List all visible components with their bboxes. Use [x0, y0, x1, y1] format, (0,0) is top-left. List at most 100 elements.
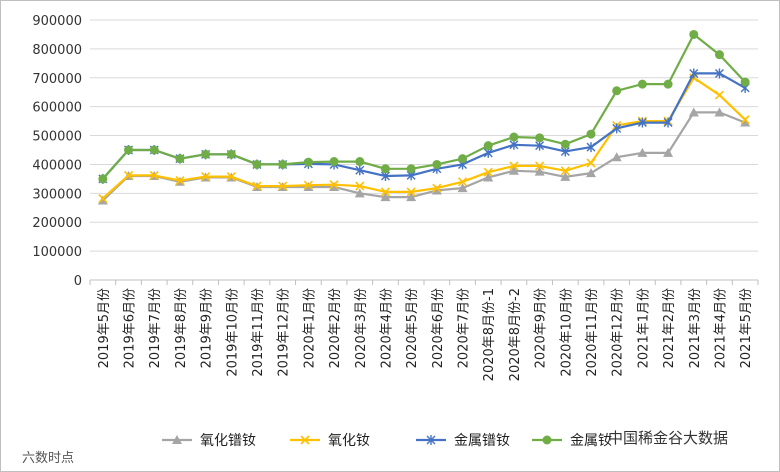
data-point: [714, 90, 725, 100]
data-point: [663, 79, 673, 89]
x-tick-label: 2019年11月份: [251, 288, 266, 377]
data-point: [355, 165, 365, 176]
data-point: [612, 86, 622, 96]
x-tick-label: 2020年8月份-1: [482, 288, 497, 381]
legend-marker: [542, 435, 552, 445]
x-tick-label: 2021年2月份: [662, 288, 677, 368]
x-tick-label: 2019年9月份: [200, 288, 215, 368]
data-point: [149, 145, 159, 155]
data-point: [714, 107, 725, 117]
x-axis-ticks: 2019年5月份 2019年6月份 2019年7月份 2019年8月份 2019年9月份…: [89, 280, 759, 381]
data-point: [535, 161, 545, 171]
x-tick-label: 2020年9月份: [534, 288, 549, 368]
data-point: [406, 164, 416, 174]
data-point: [458, 154, 468, 164]
data-point: [560, 171, 571, 181]
legend-marker: [300, 435, 310, 445]
data-point: [201, 172, 211, 182]
data-point: [252, 181, 262, 191]
data-point: [457, 177, 468, 187]
data-point: [560, 166, 570, 176]
data-point: [586, 168, 596, 178]
x-tick-label: 2020年11月份: [585, 288, 600, 377]
data-point: [509, 161, 519, 171]
x-tick-label: 2020年5月份: [405, 288, 420, 368]
legend: 氧化镨钕 氧化钕 金属镨钕 金属钕: [162, 433, 612, 449]
data-point: [457, 183, 468, 193]
x-tick-label: 2019年12月份: [277, 288, 292, 377]
data-point: [355, 181, 365, 191]
y-tick-label: 400000: [32, 158, 82, 173]
data-point: [406, 187, 416, 197]
data-point: [508, 165, 519, 175]
legend-item: 氧化镨钕: [162, 433, 256, 449]
data-point: [252, 159, 262, 169]
data-point: [354, 188, 365, 198]
legend-label: 金属镨钕: [454, 433, 510, 449]
x-tick-label: 2020年4月份: [379, 288, 394, 368]
data-point: [483, 167, 493, 177]
x-tick-label: 2020年1月份: [302, 288, 317, 368]
data-point: [560, 139, 570, 149]
x-tick-label: 2021年3月份: [688, 288, 703, 368]
x-tick-label: 2020年7月份: [457, 288, 472, 368]
legend-marker: [172, 435, 182, 444]
data-point: [611, 152, 622, 162]
y-tick-label: 900000: [32, 14, 82, 29]
y-tick-label: 700000: [32, 72, 82, 87]
data-point: [98, 193, 108, 204]
watermarks: 六数时点 中国稀金谷大数据: [22, 429, 728, 466]
x-tick-label: 2019年5月份: [97, 288, 112, 368]
data-point: [534, 166, 545, 176]
legend-label: 氧化镨钕: [200, 433, 256, 449]
data-point: [535, 133, 545, 143]
legend-item: 氧化钕: [290, 433, 370, 449]
data-point: [432, 183, 442, 193]
data-point: [483, 172, 494, 182]
data-point: [380, 164, 390, 174]
data-point: [123, 170, 134, 180]
data-point: [432, 159, 442, 169]
watermark-right: 中国稀金谷大数据: [608, 429, 728, 447]
data-point: [740, 115, 750, 125]
data-point: [431, 185, 442, 195]
data-point: [226, 172, 236, 182]
x-tick-label: 2021年5月份: [739, 288, 754, 368]
gridlines: [90, 19, 758, 281]
data-point: [688, 107, 699, 117]
x-tick-label: 2019年10月份: [225, 288, 240, 377]
x-tick-label: 2020年2月份: [328, 288, 343, 368]
x-tick-label: 2019年7月份: [148, 288, 163, 368]
data-point: [303, 180, 313, 190]
data-point: [714, 68, 724, 79]
data-point: [689, 68, 699, 79]
data-point: [98, 174, 108, 184]
x-tick-label: 2020年3月份: [354, 288, 369, 368]
y-tick-label: 100000: [32, 245, 82, 260]
data-point: [380, 187, 391, 197]
data-point: [663, 117, 673, 128]
legend-marker: [426, 435, 436, 445]
x-tick-label: 2019年8月份: [174, 288, 189, 368]
data-point: [226, 149, 236, 159]
data-point: [278, 181, 288, 191]
data-point: [740, 77, 750, 87]
data-point: [637, 147, 648, 157]
data-point: [97, 195, 108, 205]
data-point: [303, 157, 313, 167]
series-2: [98, 73, 750, 204]
series-4: [98, 29, 750, 184]
y-tick-label: 600000: [32, 101, 82, 116]
y-tick-label: 800000: [32, 43, 82, 58]
x-tick-label: 2020年12月份: [611, 288, 626, 377]
y-tick-label: 500000: [32, 130, 82, 145]
data-point: [740, 117, 751, 127]
data-point: [637, 79, 647, 89]
data-point: [689, 29, 699, 39]
legend-label: 金属钕: [570, 433, 612, 449]
data-point: [278, 159, 288, 169]
data-point: [329, 157, 339, 167]
data-point: [586, 129, 596, 139]
